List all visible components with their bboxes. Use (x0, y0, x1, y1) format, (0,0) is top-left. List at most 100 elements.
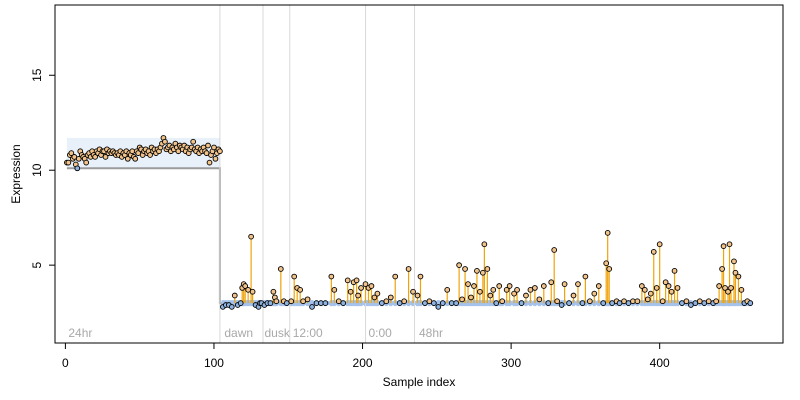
segment-label: dusk (264, 326, 290, 340)
data-point (540, 283, 547, 289)
data-point (358, 285, 364, 291)
data-point (124, 155, 131, 162)
data-points (64, 135, 754, 310)
data-point (206, 159, 213, 166)
x-tick-label: 200 (353, 356, 373, 370)
data-point (353, 277, 360, 284)
data-point (68, 150, 75, 156)
data-point (462, 266, 468, 272)
data-point (231, 292, 238, 299)
x-tick-label: 100 (204, 356, 224, 370)
data-point (650, 249, 657, 255)
data-point (410, 288, 416, 295)
data-point (401, 298, 407, 305)
data-point (291, 273, 298, 280)
data-point (595, 283, 602, 289)
segment-label: 24hr (68, 326, 92, 340)
data-point (604, 230, 611, 236)
data-point (456, 262, 462, 268)
data-point (414, 292, 421, 299)
data-point (662, 279, 669, 286)
data-point (190, 138, 197, 145)
data-point (561, 281, 568, 287)
axes: 0 100 200 300 400 5 10 15 (30, 68, 670, 370)
data-point (671, 267, 678, 274)
data-point (587, 298, 593, 305)
data-point (731, 258, 737, 265)
data-point (228, 304, 235, 310)
data-point (532, 285, 538, 291)
data-point (480, 269, 486, 276)
data-point (471, 283, 477, 289)
data-point (304, 296, 311, 303)
data-point (600, 300, 607, 306)
stems (234, 232, 743, 304)
data-point (511, 290, 517, 297)
data-point (575, 281, 581, 287)
data-point (668, 288, 675, 295)
data-point (514, 286, 520, 293)
data-point (212, 155, 219, 162)
data-point (344, 277, 351, 284)
data-point (683, 298, 690, 305)
data-point (322, 300, 329, 306)
data-point (722, 285, 728, 291)
data-point (383, 298, 390, 305)
data-point (248, 233, 254, 240)
data-point (277, 266, 284, 272)
data-point (297, 286, 303, 293)
data-point (484, 266, 491, 272)
data-point (270, 288, 277, 295)
reference-tick (436, 300, 440, 307)
data-point (653, 285, 660, 291)
data-point (249, 288, 256, 295)
data-point (536, 296, 543, 303)
data-point (374, 290, 381, 297)
data-point (242, 283, 249, 289)
data-point (503, 286, 510, 293)
data-point (570, 292, 577, 299)
data-point (644, 296, 651, 303)
plot-frame (54, 4, 784, 344)
data-point (738, 286, 745, 293)
data-point (747, 300, 754, 306)
data-point (417, 273, 424, 280)
y-tick-label: 10 (30, 163, 44, 177)
data-point (659, 298, 666, 305)
data-point (331, 286, 338, 293)
data-point (720, 243, 727, 250)
data-point (387, 294, 394, 301)
data-point (725, 288, 731, 295)
data-point (74, 165, 81, 172)
data-point (732, 269, 739, 276)
data-point (439, 300, 446, 306)
data-point (465, 281, 471, 287)
data-point (506, 283, 513, 289)
data-point (147, 152, 153, 158)
data-point (713, 298, 719, 305)
data-point (558, 302, 565, 308)
data-point (132, 155, 139, 162)
data-point (431, 300, 437, 306)
data-point (435, 304, 442, 310)
segment-label: 12:00 (293, 326, 323, 340)
data-point (205, 142, 211, 149)
data-point (340, 300, 347, 306)
data-point (392, 273, 399, 280)
data-point (481, 241, 488, 248)
data-point (83, 159, 90, 166)
data-point (551, 247, 558, 253)
x-tick-label: 400 (650, 356, 670, 370)
data-point (102, 154, 109, 160)
data-point (355, 292, 361, 299)
data-point (459, 296, 465, 303)
data-point (548, 279, 555, 286)
data-point (405, 266, 412, 272)
y-tick-label: 15 (30, 68, 44, 82)
reference-tick (230, 300, 234, 307)
data-point (92, 154, 98, 160)
reference-tick (310, 300, 314, 307)
data-point (493, 300, 500, 306)
segment-label: dawn (224, 326, 253, 340)
